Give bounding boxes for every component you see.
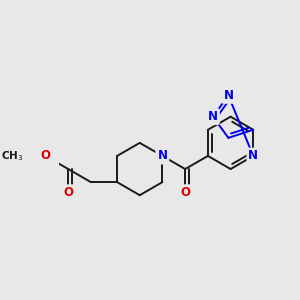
Text: N: N [224,89,233,102]
Text: O: O [63,186,73,199]
Text: N: N [158,149,167,162]
Text: N: N [248,149,258,162]
Text: N: N [208,110,218,123]
Text: O: O [40,149,51,162]
Text: CH$_3$: CH$_3$ [1,149,23,163]
Text: O: O [180,186,190,199]
Text: N: N [158,149,167,162]
